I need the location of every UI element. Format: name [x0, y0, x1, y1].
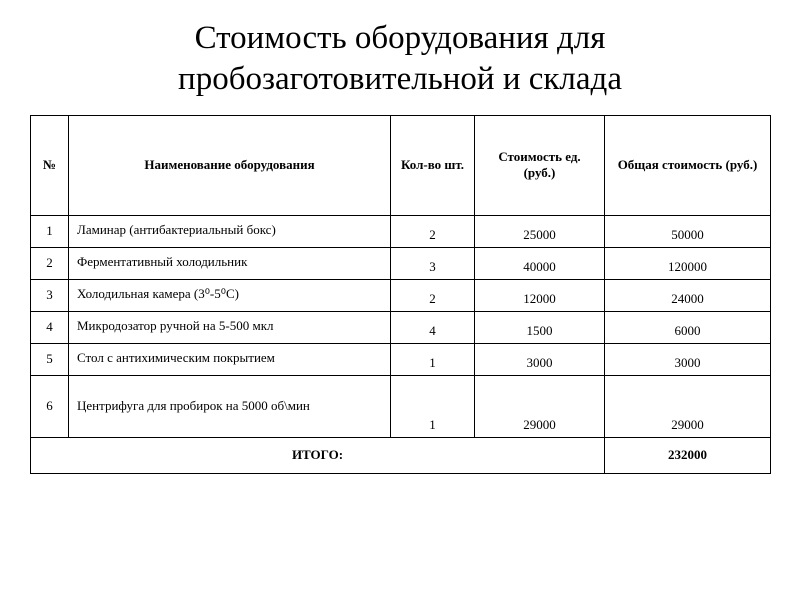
cell-num: 1 [31, 215, 69, 247]
cell-total: 29000 [605, 375, 771, 437]
cell-total: 50000 [605, 215, 771, 247]
table-row: 4Микродозатор ручной на 5-500 мкл4150060… [31, 311, 771, 343]
cell-name: Центрифуга для пробирок на 5000 об\мин [69, 375, 391, 437]
table-row: 2Ферментативный холодильник340000120000 [31, 247, 771, 279]
col-header-num: № [31, 115, 69, 215]
col-header-total-cost: Общая стоимость (руб.) [605, 115, 771, 215]
cell-qty: 1 [391, 343, 475, 375]
cell-num: 6 [31, 375, 69, 437]
table-row: 3Холодильная камера (3⁰-5⁰С)21200024000 [31, 279, 771, 311]
cell-qty: 4 [391, 311, 475, 343]
cell-name: Ферментативный холодильник [69, 247, 391, 279]
totals-label: ИТОГО: [31, 437, 605, 473]
totals-value: 232000 [605, 437, 771, 473]
cell-qty: 2 [391, 279, 475, 311]
cell-total: 24000 [605, 279, 771, 311]
cell-total: 120000 [605, 247, 771, 279]
page-title: Стоимость оборудования для пробозаготови… [30, 18, 770, 101]
table-row: 1Ламинар (антибактериальный бокс)2250005… [31, 215, 771, 247]
cell-qty: 1 [391, 375, 475, 437]
table-totals-row: ИТОГО: 232000 [31, 437, 771, 473]
col-header-name: Наименование оборудования [69, 115, 391, 215]
cell-unit: 40000 [475, 247, 605, 279]
cell-num: 2 [31, 247, 69, 279]
cell-total: 6000 [605, 311, 771, 343]
table-row: 6Центрифуга для пробирок на 5000 об\мин1… [31, 375, 771, 437]
cell-num: 3 [31, 279, 69, 311]
cell-qty: 2 [391, 215, 475, 247]
table-body: 1Ламинар (антибактериальный бокс)2250005… [31, 215, 771, 437]
title-line-2: пробозаготовительной и склада [178, 61, 622, 97]
cell-unit: 12000 [475, 279, 605, 311]
cell-qty: 3 [391, 247, 475, 279]
cell-num: 5 [31, 343, 69, 375]
cell-name: Стол с антихимическим покрытием [69, 343, 391, 375]
cell-unit: 25000 [475, 215, 605, 247]
cell-total: 3000 [605, 343, 771, 375]
cell-name: Холодильная камера (3⁰-5⁰С) [69, 279, 391, 311]
title-line-1: Стоимость оборудования для [195, 20, 606, 56]
col-header-qty: Кол-во шт. [391, 115, 475, 215]
col-header-unit-cost: Стоимость ед. (руб.) [475, 115, 605, 215]
cell-name: Микродозатор ручной на 5-500 мкл [69, 311, 391, 343]
cell-num: 4 [31, 311, 69, 343]
cell-name: Ламинар (антибактериальный бокс) [69, 215, 391, 247]
cell-unit: 1500 [475, 311, 605, 343]
table-row: 5Стол с антихимическим покрытием13000300… [31, 343, 771, 375]
equipment-cost-table: № Наименование оборудования Кол-во шт. С… [30, 115, 771, 474]
cell-unit: 3000 [475, 343, 605, 375]
slide: Стоимость оборудования для пробозаготови… [0, 0, 800, 600]
table-header-row: № Наименование оборудования Кол-во шт. С… [31, 115, 771, 215]
cell-unit: 29000 [475, 375, 605, 437]
